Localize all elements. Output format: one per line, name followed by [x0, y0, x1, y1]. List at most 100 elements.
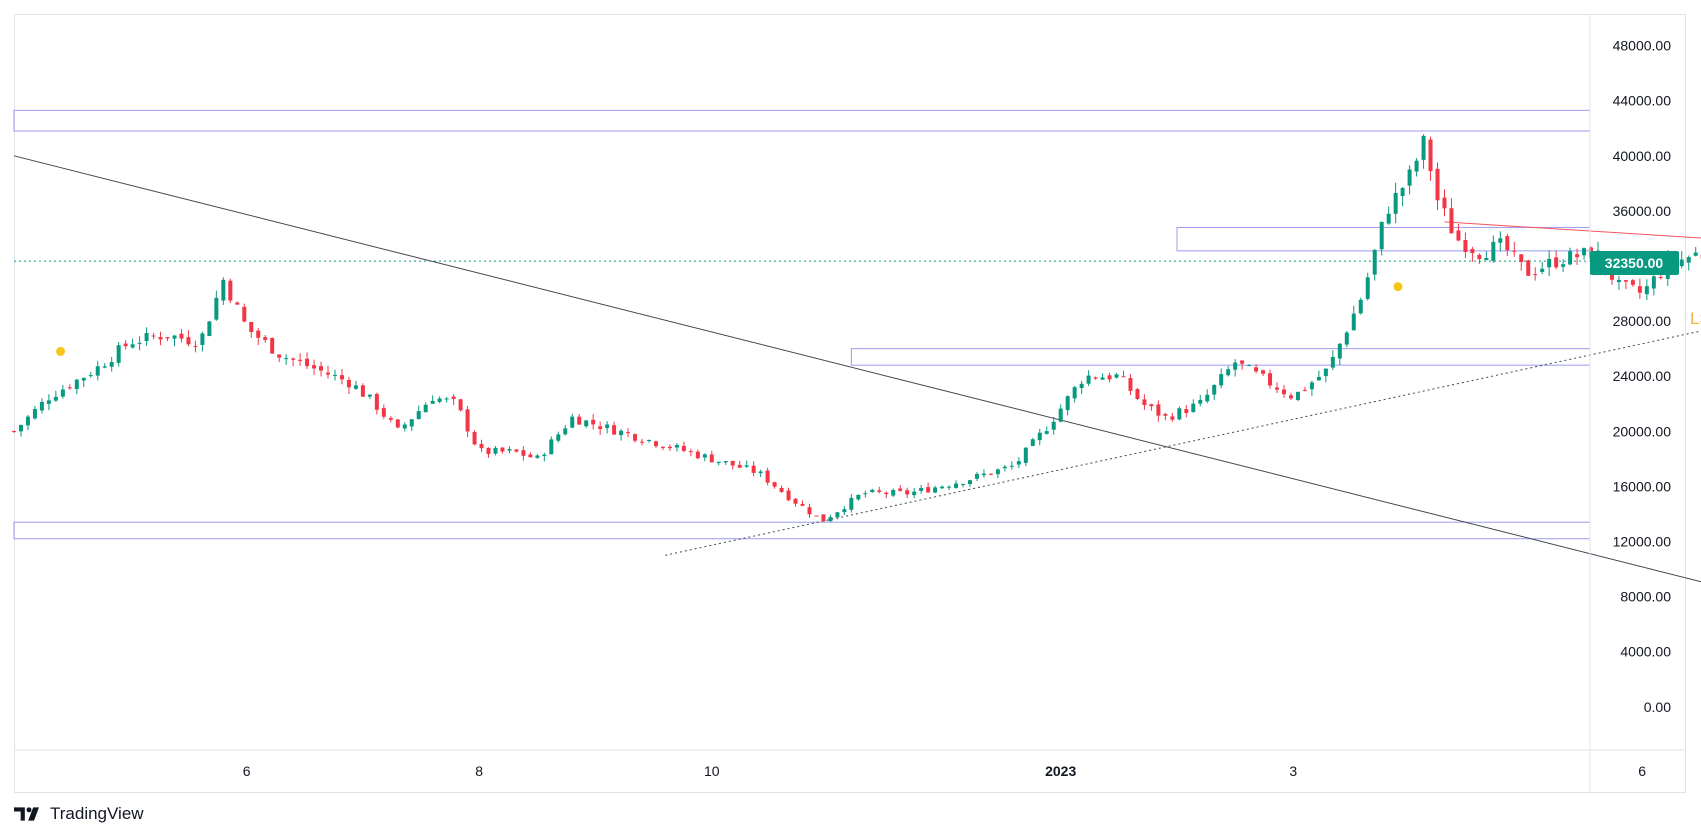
candle-body [542, 454, 547, 457]
candle-body [1547, 258, 1552, 268]
candle-body [612, 425, 617, 435]
candle-body [1693, 252, 1698, 256]
event-marker [1393, 282, 1403, 292]
candle-body [1275, 387, 1280, 390]
candle-body [758, 471, 763, 474]
time-tick-label: 6 [243, 763, 251, 779]
candle-body [716, 461, 721, 464]
zone-rect [13, 109, 1591, 132]
candle-body [1344, 332, 1349, 345]
candle-body [130, 344, 135, 348]
candle-body [995, 469, 1000, 475]
candle-body [1219, 374, 1224, 386]
candle-body [521, 450, 526, 456]
candle-body [193, 346, 198, 348]
candle-body [1247, 365, 1252, 367]
price-axis[interactable]: 48000.00 44000.00 40000.00 36000.00 28000.00… [1613, 38, 1672, 715]
last-price-badge-bg [1590, 251, 1679, 275]
candle-body [1421, 135, 1426, 160]
candle-body [765, 470, 770, 483]
candle-body [1428, 139, 1433, 172]
candle-body [1463, 239, 1468, 252]
candle-body [158, 337, 163, 340]
time-axis[interactable]: 6810202336810202435 [243, 763, 1701, 779]
candle-body [12, 431, 16, 433]
candle-body [660, 446, 665, 448]
candle-body [1498, 238, 1503, 243]
candle-body [1184, 409, 1189, 414]
candle-body [116, 345, 121, 363]
candle-body [961, 484, 966, 486]
candle-body [507, 449, 512, 451]
candle-body [549, 439, 554, 455]
candle-body [981, 473, 986, 476]
candle-body [1323, 368, 1328, 377]
candle-body [1233, 362, 1238, 370]
candle-body [312, 365, 317, 369]
candle-body [1358, 299, 1363, 314]
candle-body [1030, 439, 1035, 446]
candle-body [570, 416, 575, 428]
tradingview-branding[interactable]: TradingView [14, 803, 144, 825]
tradingview-logo-icon [14, 807, 39, 821]
candle-body [737, 464, 742, 468]
candle-body [1386, 213, 1391, 224]
candle-body [1191, 403, 1196, 413]
candle-body [535, 455, 540, 458]
candle-body [1198, 399, 1203, 404]
candle-body [346, 379, 351, 388]
candle-body [563, 428, 568, 435]
zone-rect [850, 348, 1591, 366]
time-tick-label: 8 [475, 763, 483, 779]
candle-body [933, 487, 938, 493]
candle-body [39, 401, 44, 411]
price-tick-label: 48000.00 [1613, 38, 1672, 54]
candle-body [1575, 254, 1580, 258]
candle-body [954, 483, 959, 488]
candle-body [1023, 447, 1028, 463]
candle-body [1316, 376, 1321, 381]
candle-body [1135, 389, 1140, 400]
candle-body [1295, 391, 1300, 400]
candle-body [1177, 408, 1182, 420]
candle-body [1002, 466, 1007, 469]
candle-body [1044, 431, 1049, 434]
candle-body [1477, 254, 1482, 260]
candle-body [444, 398, 449, 400]
candle-body [884, 492, 889, 495]
candle-body [249, 321, 254, 332]
candle-body [53, 396, 58, 401]
candle-body [1651, 276, 1656, 289]
event-marker [56, 346, 66, 356]
candle-body [640, 441, 645, 443]
candle-body [1170, 416, 1175, 420]
candle-body [814, 515, 819, 517]
candle-body [186, 337, 191, 345]
candle-body [479, 443, 484, 449]
candle-body [1268, 373, 1273, 386]
candle-body [807, 507, 812, 515]
candle-body [912, 491, 917, 496]
candle-body [919, 487, 924, 491]
candle-body [633, 434, 638, 441]
time-tick-label: 3 [1289, 763, 1297, 779]
candle-body [695, 451, 700, 459]
candle-body [947, 486, 952, 488]
candle-body [1079, 383, 1084, 389]
candles-layer [12, 134, 1701, 522]
candle-body [730, 460, 735, 466]
candle-body [1540, 268, 1545, 272]
candle-body [277, 354, 282, 358]
candle-body [1114, 374, 1119, 378]
last-price-label: 32350.00 [1605, 255, 1664, 271]
candle-body [235, 302, 240, 305]
candle-body [1442, 197, 1447, 209]
candle-body [256, 330, 261, 338]
candle-body [151, 335, 156, 337]
candle-body [891, 489, 896, 496]
candle-body [1205, 394, 1210, 402]
candle-body [1630, 280, 1635, 285]
candle-body [465, 409, 470, 432]
candle-body [32, 409, 37, 419]
